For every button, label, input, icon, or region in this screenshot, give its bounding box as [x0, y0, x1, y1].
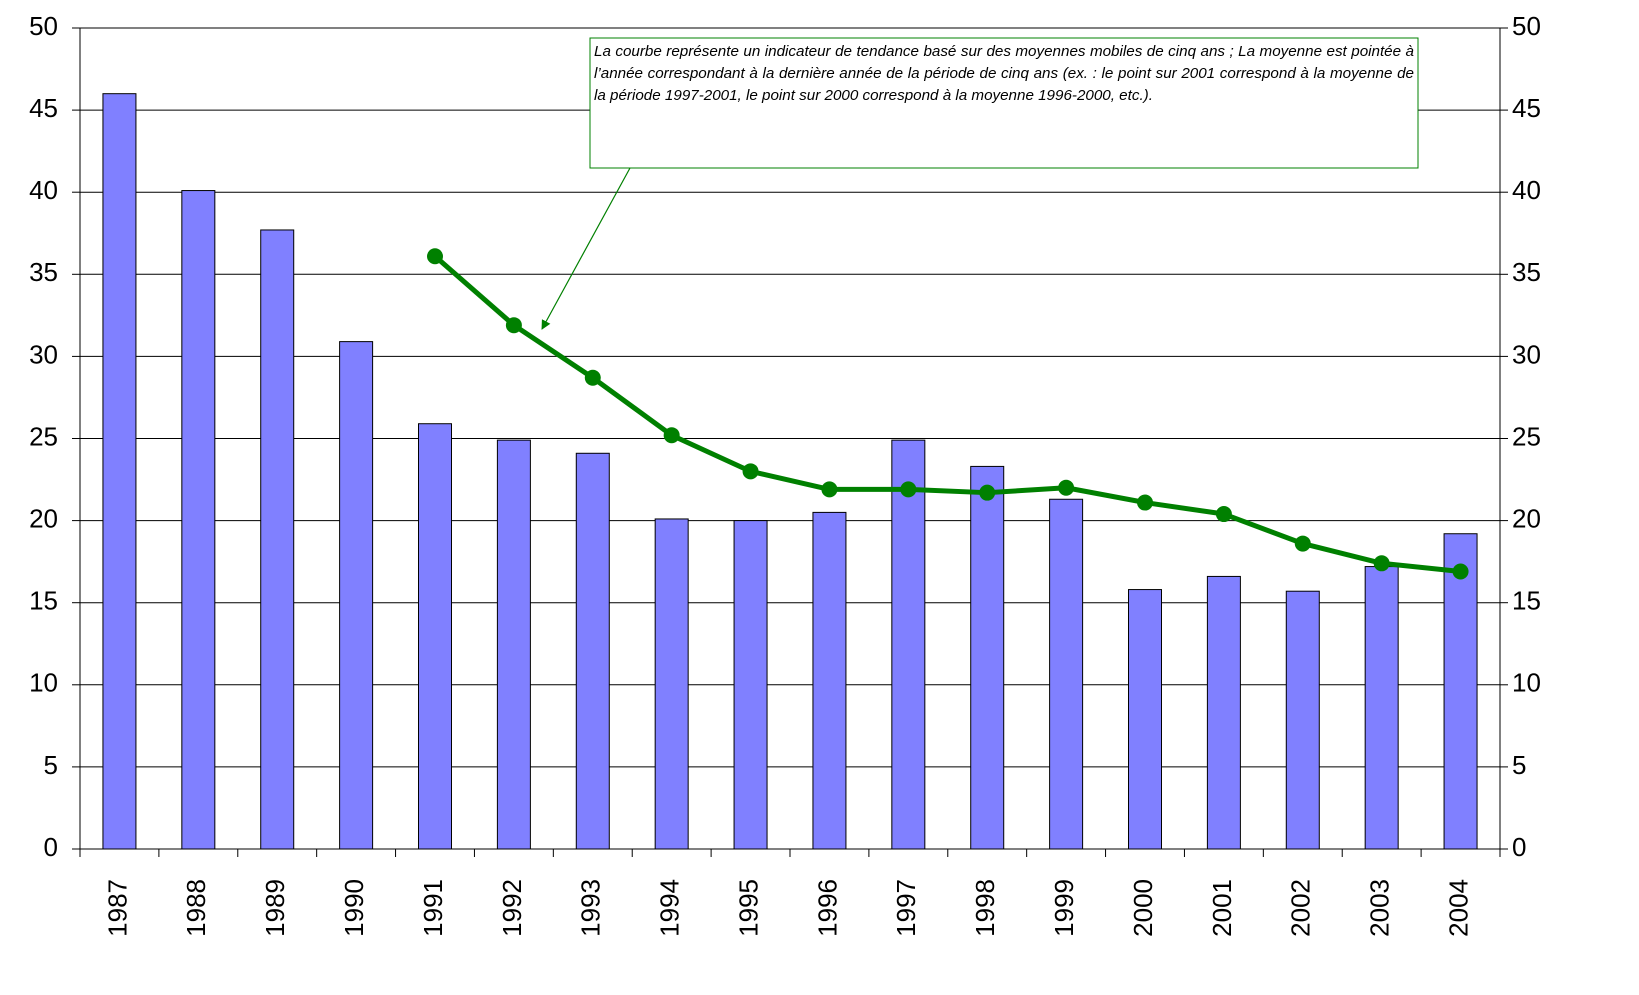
y2-tick-label: 25: [1512, 421, 1541, 451]
y2-tick-label: 0: [1512, 832, 1526, 862]
trend-point: [1373, 555, 1390, 572]
annotation-box: [589, 37, 1419, 169]
trend-point: [1294, 535, 1311, 552]
x-tick-label: 1988: [181, 879, 211, 937]
trend-point: [584, 369, 601, 386]
trend-point: [979, 484, 996, 501]
x-tick-label: 1999: [1049, 879, 1079, 937]
trend-point: [1215, 506, 1232, 523]
x-tick-label: 1998: [970, 879, 1000, 937]
bar: [102, 93, 137, 850]
y2-tick-label: 20: [1512, 503, 1541, 533]
y2-tick-label: 40: [1512, 175, 1541, 205]
bar: [1128, 589, 1162, 850]
bar: [733, 520, 768, 850]
x-tick-label: 1996: [812, 879, 842, 937]
annotation-arrow: [541, 167, 631, 330]
bar: [260, 229, 295, 850]
trend-point: [663, 427, 680, 444]
x-tick-label: 1987: [102, 879, 132, 937]
x-tick-label: 1989: [260, 879, 290, 937]
bar: [575, 452, 610, 850]
bar: [654, 518, 689, 850]
x-tick-label: 1997: [891, 879, 921, 937]
x-tick-label: 2003: [1365, 879, 1395, 937]
y-tick-label: 0: [44, 832, 58, 862]
x-tick-label: 2000: [1128, 879, 1158, 937]
y-tick-label: 25: [29, 421, 58, 451]
y2-tick-label: 45: [1512, 93, 1541, 123]
bar: [970, 465, 1005, 850]
y2-tick-label: 5: [1512, 750, 1526, 780]
x-tick-label: 2004: [1443, 879, 1473, 937]
bar: [812, 511, 847, 850]
trend-point: [900, 481, 917, 498]
bar: [1049, 498, 1084, 850]
trend-point: [742, 463, 759, 480]
trend-point: [1058, 479, 1075, 496]
y2-tick-label: 30: [1512, 339, 1541, 369]
bar: [1364, 566, 1399, 850]
trend-point: [505, 317, 522, 334]
trend-point: [1137, 494, 1153, 511]
y2-tick-label: 10: [1512, 668, 1541, 698]
y-tick-label: 35: [29, 257, 58, 287]
x-tick-label: 2001: [1207, 879, 1237, 937]
bar: [418, 423, 452, 850]
bar: [1206, 575, 1241, 850]
x-tick-label: 1995: [733, 879, 763, 937]
y-tick-label: 30: [29, 339, 58, 369]
y-tick-label: 50: [29, 11, 58, 41]
y2-tick-label: 50: [1512, 11, 1541, 41]
y-tick-label: 20: [29, 503, 58, 533]
y2-tick-label: 15: [1512, 586, 1541, 616]
bar: [339, 341, 374, 850]
bar: [891, 439, 926, 850]
y2-tick-label: 35: [1512, 257, 1541, 287]
y-tick-label: 45: [29, 93, 58, 123]
trend-point: [821, 481, 838, 498]
x-tick-label: 1992: [497, 879, 527, 937]
x-tick-label: 1990: [339, 879, 369, 937]
x-tick-label: 1991: [418, 879, 448, 937]
x-tick-label: 1994: [655, 879, 685, 937]
y-tick-label: 10: [29, 668, 58, 698]
annotation-text: La courbe représente un indicateur de te…: [594, 43, 1414, 104]
x-tick-label: 2002: [1286, 879, 1316, 937]
bar: [496, 439, 531, 850]
trend-line: [433, 254, 1461, 574]
y-tick-label: 40: [29, 175, 58, 205]
x-tick-label: 1993: [576, 879, 606, 937]
y-tick-label: 5: [44, 750, 58, 780]
y-tick-label: 15: [29, 586, 58, 616]
annotation: La courbe représente un indicateur de te…: [594, 43, 1414, 104]
trend-point: [427, 248, 443, 265]
bar: [1443, 533, 1478, 850]
bar: [181, 190, 216, 850]
trend-point: [1452, 563, 1469, 580]
bar: [1285, 590, 1320, 850]
